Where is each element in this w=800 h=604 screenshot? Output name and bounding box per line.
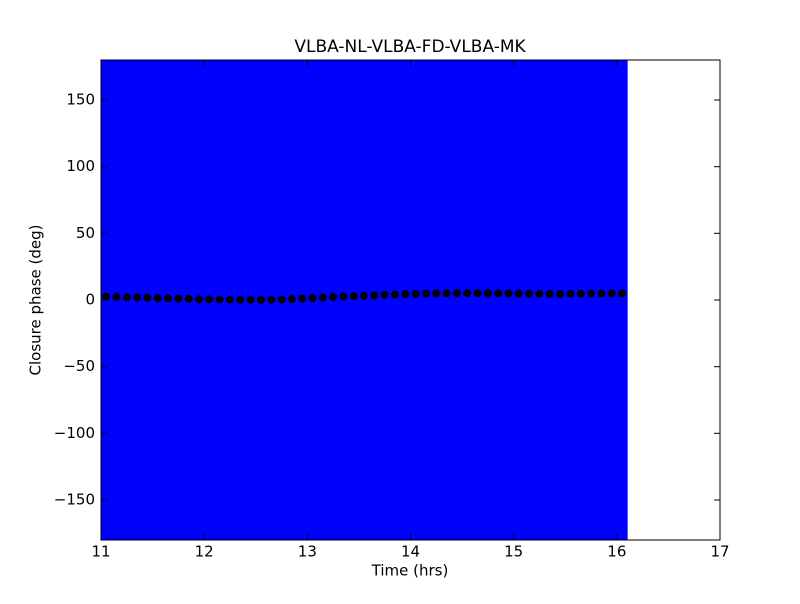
- x-tick-label: 12: [195, 543, 214, 561]
- data-point: [483, 289, 492, 298]
- data-point: [514, 289, 523, 298]
- data-point: [576, 289, 585, 298]
- data-point: [339, 292, 348, 301]
- y-tick-label: 100: [66, 157, 95, 175]
- data-point: [401, 290, 410, 299]
- error-bar: [554, 60, 566, 540]
- data-point: [556, 289, 565, 298]
- data-point: [133, 293, 142, 302]
- data-point: [587, 289, 596, 298]
- error-bar: [585, 60, 597, 540]
- error-bar: [596, 60, 608, 540]
- x-tick-label: 15: [504, 543, 523, 561]
- data-point: [318, 293, 327, 302]
- data-point: [432, 289, 441, 298]
- data-point: [277, 295, 286, 304]
- error-bar: [431, 60, 442, 540]
- data-point: [463, 289, 472, 298]
- error-bar: [513, 60, 525, 540]
- error-bar: [472, 60, 484, 540]
- data-point: [525, 289, 534, 298]
- data-point: [112, 292, 121, 301]
- data-point: [452, 289, 461, 298]
- data-point: [607, 289, 616, 298]
- data-point: [164, 294, 173, 303]
- data-point: [102, 292, 111, 301]
- y-tick-label: 50: [76, 224, 95, 242]
- data-point: [329, 293, 338, 302]
- y-tick-label: 0: [85, 291, 95, 309]
- data-point: [122, 293, 131, 302]
- data-point: [298, 294, 307, 303]
- data-point: [246, 295, 255, 304]
- data-point: [597, 289, 606, 298]
- error-bar: [482, 60, 494, 540]
- error-bar: [441, 60, 453, 540]
- data-point: [442, 289, 451, 298]
- data-point: [504, 289, 513, 298]
- error-bar: [523, 60, 535, 540]
- data-point: [205, 295, 214, 304]
- data-point: [256, 295, 265, 304]
- error-bar: [616, 60, 628, 540]
- x-tick-label: 11: [91, 543, 110, 561]
- data-point: [421, 289, 430, 298]
- y-tick-label: −50: [63, 357, 95, 375]
- error-bar: [420, 60, 432, 540]
- data-point: [174, 294, 183, 303]
- error-bar: [544, 60, 556, 540]
- y-tick-label: 150: [66, 91, 95, 109]
- data-point: [391, 290, 400, 299]
- data-point: [473, 289, 482, 298]
- error-bar: [379, 60, 391, 540]
- data-point: [545, 289, 554, 298]
- data-point: [360, 291, 369, 300]
- data-point: [225, 295, 234, 304]
- data-point: [308, 294, 317, 303]
- error-bar: [565, 60, 577, 540]
- error-bar: [400, 60, 411, 540]
- data-point: [535, 289, 544, 298]
- error-bar: [369, 60, 381, 540]
- error-bar: [606, 60, 618, 540]
- data-point: [566, 289, 575, 298]
- error-bar: [503, 60, 515, 540]
- error-bar: [462, 60, 473, 540]
- error-bar: [358, 60, 370, 540]
- error-bar: [410, 60, 422, 540]
- x-tick-label: 13: [298, 543, 317, 561]
- x-tick-label: 17: [710, 543, 729, 561]
- y-tick-label: −150: [54, 491, 95, 509]
- data-point: [287, 295, 296, 304]
- chart-title: VLBA-NL-VLBA-FD-VLBA-MK: [294, 37, 526, 57]
- data-point: [236, 295, 245, 304]
- data-point: [380, 290, 389, 299]
- error-bar: [389, 60, 401, 540]
- y-tick-label: −100: [54, 424, 95, 442]
- x-tick-label: 16: [607, 543, 626, 561]
- x-axis-label: Time (hrs): [371, 562, 449, 580]
- error-bar: [534, 60, 546, 540]
- data-point: [370, 291, 379, 300]
- data-point: [143, 293, 152, 302]
- data-point: [411, 289, 420, 298]
- data-point: [349, 292, 358, 301]
- y-axis-label: Closure phase (deg): [27, 225, 45, 376]
- error-bar: [493, 60, 504, 540]
- data-point: [617, 289, 626, 298]
- error-bar: [575, 60, 587, 540]
- data-point: [215, 295, 224, 304]
- data-point: [267, 295, 276, 304]
- x-tick-label: 14: [401, 543, 420, 561]
- data-point: [195, 295, 204, 304]
- error-bar: [451, 60, 463, 540]
- data-point: [184, 294, 193, 303]
- data-point: [153, 294, 162, 303]
- data-point: [494, 289, 503, 298]
